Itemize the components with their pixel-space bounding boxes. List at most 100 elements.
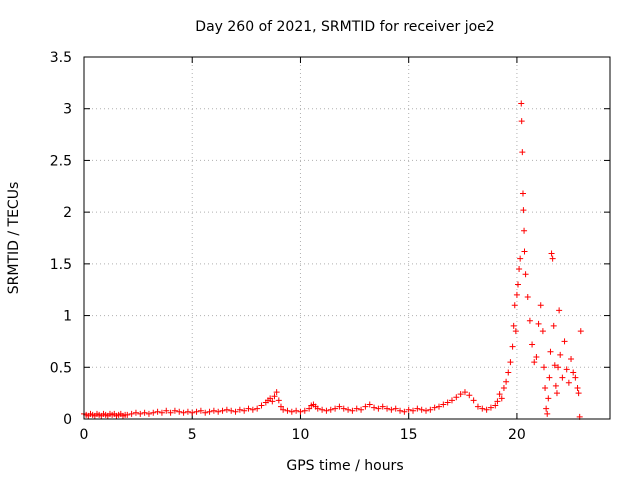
data-point	[565, 379, 572, 386]
data-point	[575, 390, 582, 397]
data-point	[440, 401, 447, 408]
data-point	[505, 369, 512, 376]
data-point	[137, 410, 144, 417]
data-point	[453, 394, 460, 401]
data-point	[549, 255, 556, 262]
data-point	[483, 406, 490, 413]
data-point	[431, 404, 438, 411]
axis-ticks	[83, 56, 610, 420]
data-point	[516, 266, 523, 273]
data-point	[542, 384, 549, 391]
x-tick-label: 5	[188, 427, 197, 443]
data-point	[297, 408, 304, 415]
data-point	[223, 406, 230, 413]
data-point	[522, 271, 529, 278]
data-point	[271, 393, 278, 400]
data-point	[392, 405, 399, 412]
data-point	[552, 382, 559, 389]
data-point	[521, 227, 528, 234]
y-tick-label: 2	[63, 205, 72, 221]
y-axis-title: SRMTID / TECUs	[6, 182, 22, 295]
data-point	[401, 408, 408, 415]
data-point	[510, 322, 517, 329]
data-point	[349, 407, 356, 414]
data-point	[277, 403, 284, 410]
data-point	[470, 397, 477, 404]
data-point	[327, 406, 334, 413]
x-tick-label: 20	[508, 427, 526, 443]
y-tick-label: 3	[63, 102, 72, 118]
data-point	[461, 389, 468, 396]
data-point	[397, 407, 404, 414]
data-point	[531, 359, 538, 366]
data-point	[293, 407, 300, 414]
plot-frame	[83, 56, 611, 420]
data-point	[563, 366, 570, 373]
data-point	[375, 405, 382, 412]
data-point	[540, 364, 547, 371]
data-point	[539, 328, 546, 335]
data-point	[572, 374, 579, 381]
data-point	[245, 405, 252, 412]
data-point	[184, 408, 191, 415]
data-point	[340, 405, 347, 412]
data-point	[547, 348, 554, 355]
data-point	[358, 406, 365, 413]
data-point	[457, 391, 464, 398]
data-point	[267, 395, 274, 402]
data-point	[524, 293, 531, 300]
data-point	[487, 404, 494, 411]
data-point	[353, 405, 360, 412]
x-tick-label: 0	[80, 427, 89, 443]
data-point	[171, 407, 178, 414]
tick-labels: 0 5 10 15 20 0 0.5 1 1.5 2 2.5 3 3.5	[50, 50, 526, 443]
data-point	[526, 317, 533, 324]
data-point	[202, 409, 209, 416]
data-point	[494, 398, 501, 405]
y-tick-label: 0	[63, 412, 72, 428]
data-point	[498, 395, 505, 402]
data-point	[543, 405, 550, 412]
data-point	[544, 410, 551, 417]
data-point	[548, 250, 555, 257]
data-point	[405, 406, 412, 413]
data-points	[81, 100, 584, 420]
data-point	[232, 408, 239, 415]
data-point	[479, 405, 486, 412]
data-point	[511, 302, 518, 309]
data-point	[435, 403, 442, 410]
data-point	[448, 397, 455, 404]
data-point	[466, 392, 473, 399]
data-point	[550, 322, 557, 329]
data-point	[332, 405, 339, 412]
data-point	[150, 409, 157, 416]
data-point	[545, 395, 552, 402]
data-point	[518, 118, 525, 125]
data-point	[280, 406, 287, 413]
data-point	[141, 409, 148, 416]
data-point	[336, 403, 343, 410]
data-point	[388, 406, 395, 413]
data-point	[537, 302, 544, 309]
data-point	[570, 369, 577, 376]
data-point	[559, 374, 566, 381]
data-point	[414, 405, 421, 412]
data-point	[553, 390, 560, 397]
data-point	[193, 408, 200, 415]
data-point	[132, 409, 139, 416]
data-point	[236, 406, 243, 413]
data-point	[384, 405, 391, 412]
x-axis-title: GPS time / hours	[286, 458, 403, 474]
data-point	[180, 409, 187, 416]
data-point	[128, 410, 135, 417]
data-point	[379, 403, 386, 410]
data-point	[515, 281, 522, 288]
data-point	[210, 407, 217, 414]
data-point	[551, 362, 558, 369]
x-tick-label: 15	[400, 427, 418, 443]
data-point	[509, 343, 516, 350]
data-point	[345, 406, 352, 413]
data-point	[319, 406, 326, 413]
data-point	[189, 409, 196, 416]
